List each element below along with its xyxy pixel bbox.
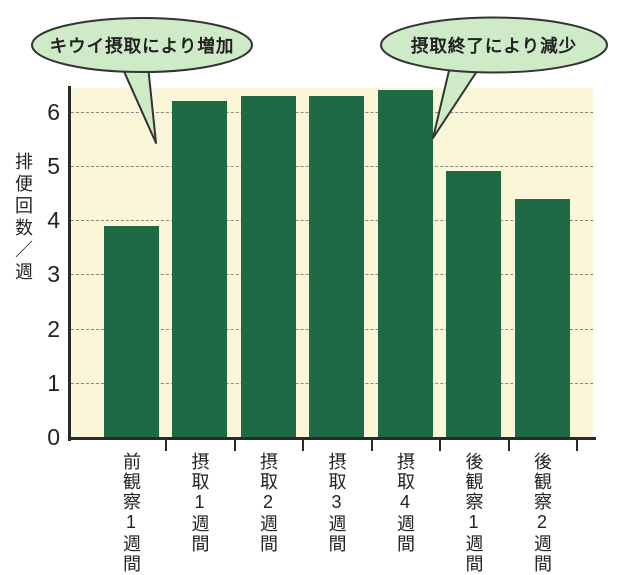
- plot-area: [71, 88, 593, 437]
- y-tick-label-0: 0: [47, 424, 60, 450]
- x-tick-2: [233, 440, 236, 451]
- x-label-後観察2週間: 後観察2週間: [532, 452, 552, 574]
- y-tick-label-1: 1: [47, 369, 60, 396]
- callout-increase-label: キウイ摂取により増加: [49, 35, 235, 56]
- y-tick-label-4: 4: [47, 207, 60, 234]
- x-label-摂取2週間: 摂取2週間: [258, 452, 278, 554]
- x-tick-4: [370, 440, 373, 451]
- bar-摂取1週間: [172, 101, 227, 437]
- x-axis-line: [68, 437, 596, 440]
- y-tick-label-5: 5: [47, 153, 60, 180]
- bar-摂取3週間: [309, 96, 364, 437]
- x-tick-1: [165, 440, 168, 451]
- y-tick-label-2: 2: [47, 315, 60, 342]
- x-tick-3: [302, 440, 305, 451]
- x-label-摂取3週間: 摂取3週間: [326, 452, 347, 554]
- bar-後観察2週間: [514, 199, 570, 437]
- bar-摂取2週間: [240, 96, 296, 437]
- y-tick-label-6: 6: [47, 98, 60, 125]
- callout-increase-bubble: [31, 17, 253, 73]
- x-tick-5: [439, 440, 442, 451]
- y-axis-title: 排便回数／週: [13, 152, 33, 284]
- x-label-前観察1週間: 前観察1週間: [121, 452, 141, 574]
- bar-後観察1週間: [446, 171, 501, 437]
- x-label-後観察1週間: 後観察1週間: [463, 452, 484, 574]
- x-tick-7: [576, 440, 579, 451]
- x-tick-6: [507, 440, 510, 451]
- y-tick-label-3: 3: [47, 261, 60, 288]
- x-label-摂取1週間: 摂取1週間: [189, 452, 210, 554]
- y-axis-line: [68, 86, 71, 441]
- x-label-摂取4週間: 摂取4週間: [395, 452, 415, 554]
- bar-摂取4週間: [377, 90, 433, 437]
- callout-decrease-label: 摂取終了により減少: [410, 35, 578, 56]
- bar-前観察1週間: [103, 226, 159, 437]
- callout-decrease-bubble: [380, 16, 608, 74]
